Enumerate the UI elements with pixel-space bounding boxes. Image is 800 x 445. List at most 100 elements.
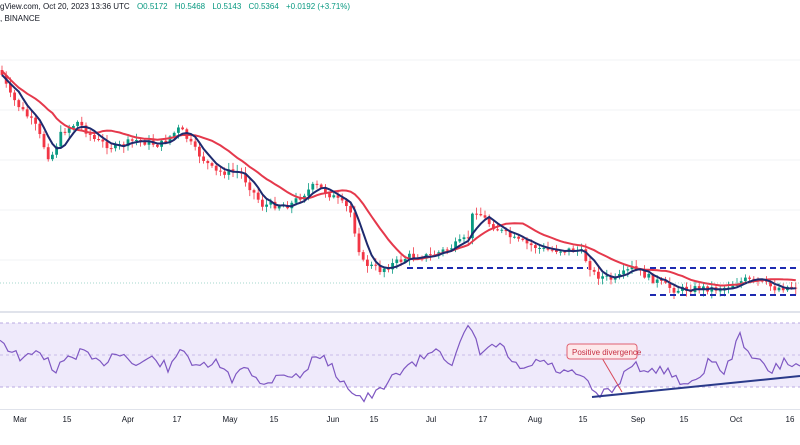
candle-body xyxy=(324,187,327,194)
candle-body xyxy=(198,146,201,157)
candle-body xyxy=(458,239,462,242)
time-axis-label: Oct xyxy=(730,415,743,424)
candle-body xyxy=(429,254,432,256)
candle-body xyxy=(177,127,180,133)
candle-body xyxy=(345,200,348,207)
candle-body xyxy=(34,117,37,124)
candle-body xyxy=(319,184,323,188)
time-axis: Mar 15 Apr 17 May 15 Jun 15 Jul 17 Aug 15 Sep 15 Oct 16 xyxy=(13,415,795,424)
candle-body xyxy=(769,281,772,287)
candle-body xyxy=(38,123,42,135)
candle-body xyxy=(521,238,525,240)
candle-body xyxy=(172,132,176,137)
time-axis-label: 15 xyxy=(270,415,279,424)
candle-body xyxy=(765,280,768,282)
candle-body xyxy=(475,213,478,215)
candle-body xyxy=(223,171,226,175)
candle-body xyxy=(17,100,21,108)
candle-body xyxy=(450,248,453,250)
candle-body xyxy=(147,140,151,145)
candle-body xyxy=(559,251,562,253)
candle-body xyxy=(588,261,592,270)
candle-body xyxy=(504,229,508,232)
open-value: O0.5172 xyxy=(136,2,168,11)
candle-body xyxy=(412,253,415,258)
time-axis-label: 15 xyxy=(680,415,689,424)
candle-body xyxy=(256,192,260,200)
candle-body xyxy=(462,237,466,240)
candle-body xyxy=(311,183,315,190)
candle-body xyxy=(361,252,365,260)
candle-body xyxy=(391,262,394,270)
candle-body xyxy=(471,213,474,239)
chart-header-prices: gView.com, Oct 20, 2023 13:36 UTC O0.517… xyxy=(0,2,355,11)
candle-body xyxy=(387,268,390,270)
candle-body xyxy=(168,136,172,143)
candle-body xyxy=(744,277,747,282)
candle-body xyxy=(55,146,58,155)
divergence-arrow xyxy=(601,357,623,393)
candle-body xyxy=(143,140,147,145)
candle-body xyxy=(328,193,331,198)
time-axis-label: Sep xyxy=(631,415,646,424)
candle-body xyxy=(647,273,651,278)
candle-body xyxy=(454,241,457,249)
candle-body xyxy=(248,182,252,191)
candle-body xyxy=(403,259,407,262)
candle-body xyxy=(466,237,470,239)
time-axis-label: 16 xyxy=(786,415,795,424)
candle-body xyxy=(252,190,256,193)
candle-body xyxy=(135,139,138,141)
candle-body xyxy=(349,206,352,213)
candle-body xyxy=(181,127,184,130)
candle-body xyxy=(655,279,659,283)
candle-body xyxy=(261,199,264,207)
source-label: gView.com, Oct 20, 2023 13:36 UTC xyxy=(0,2,130,11)
candlesticks xyxy=(0,65,798,299)
candle-body xyxy=(269,201,273,205)
candle-body xyxy=(105,141,109,149)
candle-body xyxy=(584,249,588,262)
candle-body xyxy=(101,139,105,142)
candle-body xyxy=(513,236,516,238)
candle-body xyxy=(626,269,630,271)
exchange-label: , BINANCE xyxy=(0,14,41,23)
candle-body xyxy=(487,217,491,225)
candle-body xyxy=(21,107,25,110)
candle-body xyxy=(483,215,487,218)
candle-body xyxy=(496,229,499,231)
sma20-line xyxy=(1,74,796,292)
candle-body xyxy=(660,279,663,281)
time-axis-label: Jul xyxy=(426,415,436,424)
candle-body xyxy=(25,109,29,117)
candle-body xyxy=(555,249,558,252)
exchange-line: , BINANCE xyxy=(0,14,45,23)
time-axis-label: Jun xyxy=(327,415,340,424)
candle-body xyxy=(63,131,67,133)
candle-body xyxy=(542,247,546,249)
time-axis-label: 15 xyxy=(370,415,379,424)
time-axis-label: 17 xyxy=(173,415,182,424)
candle-body xyxy=(30,116,33,118)
time-axis-label: Aug xyxy=(528,415,542,424)
candle-body xyxy=(59,131,63,147)
candle-body xyxy=(265,204,268,207)
time-axis-label: Apr xyxy=(122,415,135,424)
candle-body xyxy=(546,247,550,250)
candle-body xyxy=(374,264,378,266)
sma50-line xyxy=(1,70,796,287)
candle-body xyxy=(206,160,210,164)
divergence-label: Positive divergence xyxy=(572,348,642,357)
candle-body xyxy=(294,198,298,203)
candle-body xyxy=(366,259,369,266)
time-axis-label: 17 xyxy=(479,415,488,424)
candle-body xyxy=(214,165,218,171)
rsi-trendline xyxy=(591,375,800,398)
candle-body xyxy=(534,245,537,249)
candle-body xyxy=(399,259,403,262)
candle-body xyxy=(592,269,596,272)
candle-body xyxy=(189,138,193,142)
candle-body xyxy=(72,125,75,129)
close-value: C0.5364 xyxy=(248,2,279,11)
